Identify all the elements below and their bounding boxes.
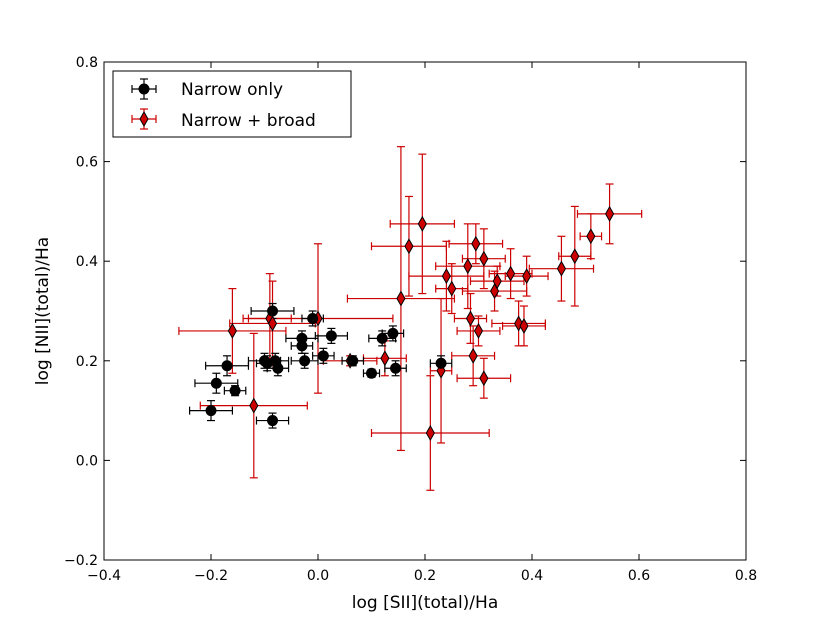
data-point-narrow-broad bbox=[479, 370, 489, 387]
data-point-narrow-broad bbox=[468, 347, 478, 364]
x-axis-label: log [SII](total)/Ha bbox=[352, 593, 498, 613]
data-point-narrow-broad bbox=[404, 238, 414, 255]
data-point-narrow bbox=[210, 377, 222, 389]
data-point-narrow bbox=[366, 367, 377, 379]
legend-marker bbox=[138, 83, 150, 95]
legend-label-narrow-only: Narrow only bbox=[181, 80, 283, 100]
data-point-narrow-broad bbox=[227, 322, 237, 339]
data-markers bbox=[205, 205, 615, 442]
tick-labels: −0.4 −0.2 0.0 0.2 0.4 0.6 0.8−0.20.00.20.40.60… bbox=[64, 55, 757, 584]
data-point-narrow-broad bbox=[506, 265, 516, 282]
x-tick-label: 0.8 bbox=[735, 568, 757, 584]
data-point-narrow-broad bbox=[471, 235, 481, 252]
y-tick-label: −0.2 bbox=[64, 553, 98, 569]
data-point-narrow bbox=[307, 312, 319, 324]
legend-marker bbox=[139, 110, 149, 128]
data-point-narrow bbox=[221, 360, 233, 372]
legend-label-narrow-broad: Narrow + broad bbox=[181, 111, 316, 131]
data-point-narrow bbox=[272, 362, 284, 374]
data-point-narrow-broad bbox=[519, 317, 529, 334]
y-tick-label: 0.8 bbox=[76, 55, 98, 71]
x-tick-label: 0.4 bbox=[521, 568, 543, 584]
data-point-narrow-broad bbox=[441, 268, 451, 285]
data-point-narrow-broad bbox=[604, 205, 615, 222]
data-point-narrow bbox=[229, 385, 241, 397]
data-point-narrow-broad bbox=[473, 322, 484, 339]
error-bar bbox=[461, 228, 506, 290]
data-point-narrow-broad bbox=[479, 250, 489, 267]
legend: Narrow only Narrow + broad bbox=[112, 70, 352, 138]
data-point-narrow bbox=[390, 362, 402, 374]
x-tick-label: 0.2 bbox=[414, 568, 436, 584]
x-tick-label: −0.2 bbox=[194, 568, 228, 584]
data-point-narrow-broad bbox=[425, 425, 435, 442]
data-point-narrow-broad bbox=[463, 258, 473, 275]
data-point-narrow bbox=[325, 330, 337, 342]
data-point-narrow bbox=[435, 357, 447, 369]
error-bars bbox=[178, 146, 643, 491]
data-point-narrow-broad bbox=[249, 397, 259, 414]
data-point-narrow-broad bbox=[396, 290, 406, 307]
data-point-narrow bbox=[347, 355, 359, 367]
plot-frame bbox=[103, 61, 747, 561]
legend-swatch bbox=[131, 108, 157, 130]
data-point-narrow-broad bbox=[417, 215, 427, 232]
x-tick-label: 0.0 bbox=[307, 568, 329, 584]
data-point-narrow bbox=[376, 332, 388, 344]
x-tick-label: 0.6 bbox=[628, 568, 650, 584]
data-point-narrow-broad bbox=[570, 248, 580, 265]
data-point-narrow bbox=[267, 305, 279, 317]
data-point-narrow bbox=[267, 415, 279, 427]
data-point-narrow-broad bbox=[522, 268, 532, 285]
data-point-narrow-broad bbox=[380, 350, 390, 367]
data-point-narrow-broad bbox=[447, 280, 457, 297]
y-axis-label: log [NII](total)/Ha bbox=[33, 237, 53, 385]
data-point-narrow bbox=[296, 340, 308, 352]
x-tick-label: −0.4 bbox=[87, 568, 121, 584]
data-point-narrow bbox=[317, 350, 329, 362]
y-tick-label: 0.4 bbox=[76, 254, 98, 270]
legend-swatch bbox=[131, 78, 157, 100]
data-point-narrow-broad bbox=[267, 315, 278, 332]
legend-box bbox=[112, 70, 352, 138]
y-tick-label: 0.6 bbox=[76, 155, 98, 171]
data-point-narrow bbox=[387, 327, 399, 339]
data-point-narrow-broad bbox=[465, 310, 476, 327]
data-point-narrow-broad bbox=[556, 260, 567, 277]
y-tick-label: 0.2 bbox=[76, 354, 98, 370]
data-point-narrow bbox=[205, 405, 217, 417]
data-point-narrow-broad bbox=[492, 273, 502, 290]
data-point-narrow bbox=[299, 355, 311, 367]
y-tick-label: 0.0 bbox=[76, 453, 98, 469]
data-point-narrow-broad bbox=[586, 228, 596, 245]
